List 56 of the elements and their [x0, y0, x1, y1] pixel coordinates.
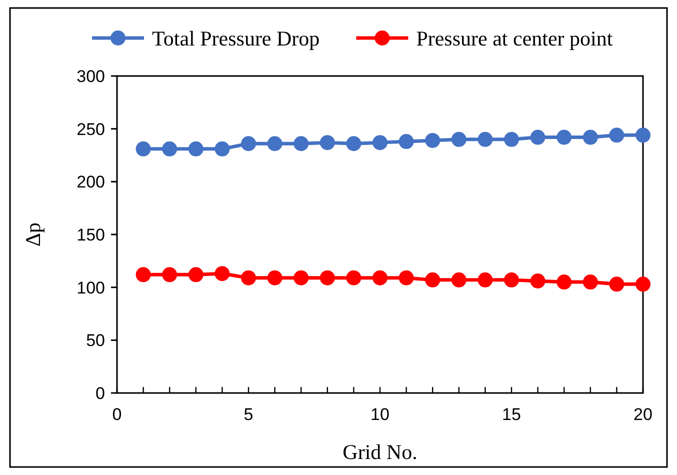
point — [320, 270, 335, 286]
point — [294, 136, 309, 152]
point — [346, 270, 362, 286]
x-tick-label: 5 — [244, 405, 254, 424]
x-tick-label: 20 — [634, 405, 652, 424]
point — [241, 136, 256, 152]
point — [636, 276, 650, 292]
y-tick-label: 50 — [86, 331, 105, 350]
point — [188, 141, 204, 156]
point — [372, 135, 388, 150]
y-tick-label: 0 — [96, 384, 105, 403]
legend-label: Total Pressure Drop — [152, 26, 320, 50]
legend-label: Pressure at center point — [416, 26, 613, 50]
point — [425, 132, 440, 148]
point — [372, 270, 388, 286]
y-tick-label: 300 — [76, 66, 105, 86]
point — [556, 130, 572, 145]
point — [451, 272, 466, 288]
y-tick-label: 250 — [76, 120, 105, 139]
x-axis-title: Grid No. — [342, 440, 418, 464]
point — [451, 132, 466, 147]
point — [478, 272, 493, 288]
x-tick-label: 10 — [370, 405, 390, 424]
point — [478, 132, 493, 147]
point — [504, 272, 519, 288]
point — [425, 272, 440, 288]
point — [398, 134, 414, 150]
point — [267, 270, 282, 286]
point — [346, 136, 362, 152]
point — [320, 135, 335, 150]
point — [241, 270, 256, 286]
point — [162, 267, 178, 282]
point — [530, 273, 546, 288]
point — [214, 266, 230, 282]
point — [582, 130, 598, 145]
point — [214, 141, 230, 156]
point — [556, 274, 572, 290]
point — [636, 128, 650, 143]
y-tick-label: 150 — [76, 225, 105, 244]
y-tick-label: 100 — [76, 278, 105, 298]
point — [136, 141, 151, 156]
y-axis-title: Δp — [21, 222, 45, 247]
point — [162, 141, 178, 156]
point — [294, 270, 309, 286]
x-tick-label: 15 — [502, 405, 521, 424]
point — [609, 128, 624, 143]
point — [582, 274, 598, 290]
point — [188, 267, 204, 282]
point — [136, 267, 151, 282]
x-tick-label: 0 — [112, 405, 122, 424]
point — [609, 276, 624, 292]
point — [398, 270, 414, 286]
point — [530, 130, 546, 145]
y-tick-label: 200 — [76, 172, 105, 192]
point — [267, 136, 282, 152]
point — [504, 132, 519, 147]
